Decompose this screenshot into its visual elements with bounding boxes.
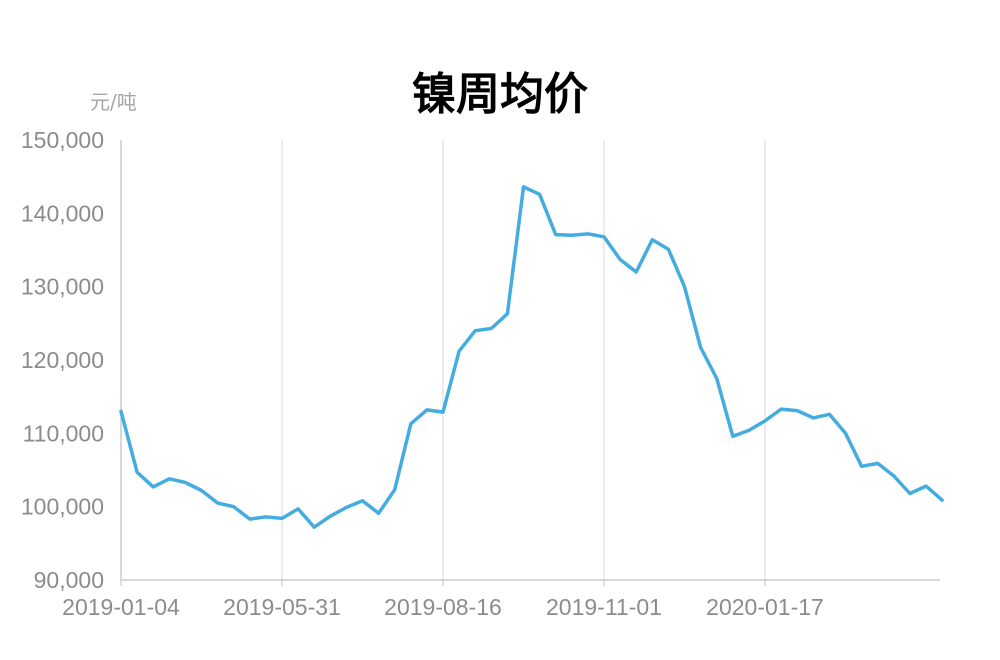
y-tick-label: 130,000	[21, 274, 104, 300]
series-line	[119, 185, 944, 529]
y-tick-label: 100,000	[21, 494, 104, 520]
y-tick-label: 120,000	[21, 347, 104, 373]
y-tick-label: 110,000	[23, 420, 104, 446]
x-tick-label: 2019-11-01	[546, 594, 662, 620]
y-tick-label: 150,000	[21, 127, 104, 153]
x-tick-label: 2019-08-16	[384, 594, 502, 620]
y-tick-label: 90,000	[34, 567, 104, 593]
y-tick-label: 140,000	[21, 200, 104, 226]
x-tick-label: 2019-05-31	[223, 594, 341, 620]
x-tick-label: 2020-01-17	[706, 594, 824, 620]
y-axis-unit-label: 元/吨	[90, 90, 137, 114]
x-tick-label: 2019-01-04	[62, 594, 180, 620]
chart-title: 镍周均价	[412, 69, 588, 120]
